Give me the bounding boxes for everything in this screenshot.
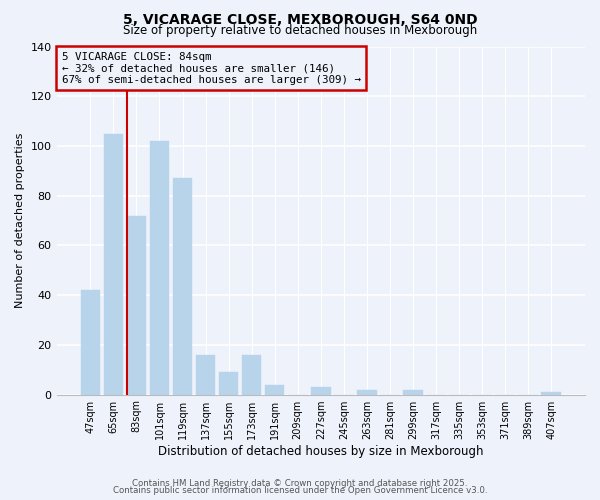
Bar — [80, 290, 100, 395]
Bar — [403, 390, 423, 394]
Bar — [265, 384, 284, 394]
Bar — [173, 178, 193, 394]
Text: 5 VICARAGE CLOSE: 84sqm
← 32% of detached houses are smaller (146)
67% of semi-d: 5 VICARAGE CLOSE: 84sqm ← 32% of detache… — [62, 52, 361, 85]
Text: Size of property relative to detached houses in Mexborough: Size of property relative to detached ho… — [123, 24, 477, 37]
Text: Contains public sector information licensed under the Open Government Licence v3: Contains public sector information licen… — [113, 486, 487, 495]
Bar — [311, 387, 331, 394]
Bar — [219, 372, 238, 394]
Bar — [242, 355, 262, 395]
X-axis label: Distribution of detached houses by size in Mexborough: Distribution of detached houses by size … — [158, 444, 484, 458]
Text: Contains HM Land Registry data © Crown copyright and database right 2025.: Contains HM Land Registry data © Crown c… — [132, 478, 468, 488]
Bar — [149, 141, 169, 395]
Bar — [104, 134, 123, 394]
Y-axis label: Number of detached properties: Number of detached properties — [15, 133, 25, 308]
Text: 5, VICARAGE CLOSE, MEXBOROUGH, S64 0ND: 5, VICARAGE CLOSE, MEXBOROUGH, S64 0ND — [122, 12, 478, 26]
Bar — [127, 216, 146, 394]
Bar — [196, 355, 215, 395]
Bar — [357, 390, 377, 394]
Bar — [541, 392, 561, 394]
